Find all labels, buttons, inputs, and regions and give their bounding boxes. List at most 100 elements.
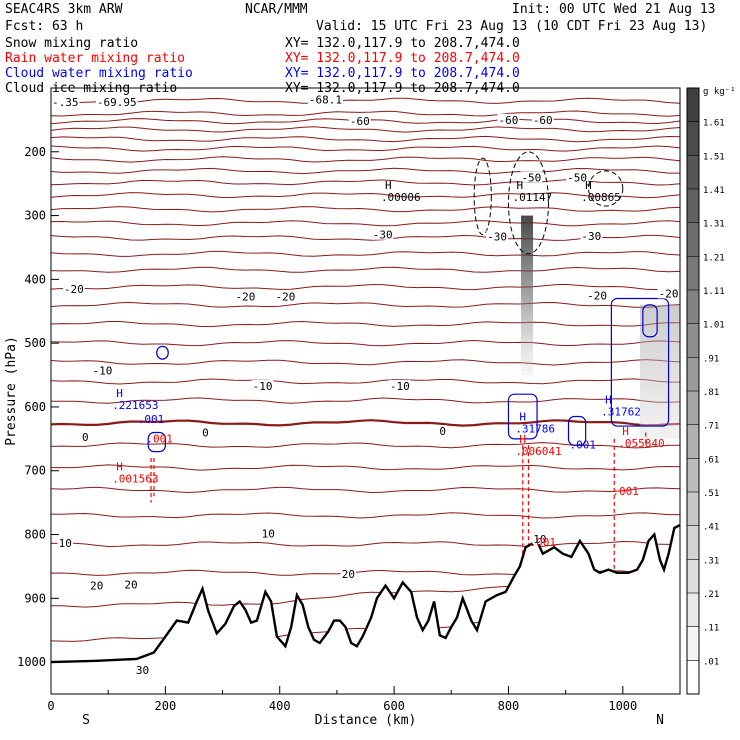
colorbar-label: 1.01 [703, 321, 725, 331]
temperature-label-bg [251, 379, 274, 391]
field-name-snow: Snow mixing ratio [5, 36, 139, 51]
temperature-label: 0 [202, 426, 209, 439]
isotherm-line [51, 167, 680, 175]
isotherm-line [51, 156, 680, 163]
temperature-label: 10 [262, 527, 275, 540]
isotherm-line [51, 283, 680, 291]
isotherm-line [51, 339, 680, 347]
temperature-label: -20 [659, 287, 679, 300]
temperature-label-bg [657, 287, 680, 299]
temperature-label-bg [531, 113, 554, 125]
max-marker: H [116, 460, 123, 473]
valid-time: Valid: 15 UTC Fri 23 Aug 13 (10 CDT Fri … [316, 19, 708, 34]
colorbar-label: .51 [703, 489, 719, 499]
colorbar-swatch [687, 492, 699, 526]
colorbar-label: 1.41 [703, 186, 725, 196]
temperature-label-bg [497, 113, 520, 125]
isotherm-line [51, 540, 680, 548]
y-tick-label: 900 [24, 591, 46, 605]
temperature-label-bg [307, 93, 343, 105]
temperature-label: -10 [93, 365, 113, 378]
temperature-label: -10 [390, 380, 410, 393]
isotherm-line [51, 301, 680, 308]
temperature-label: -20 [276, 291, 296, 304]
colorbar-label: .31 [703, 556, 719, 566]
max-marker: H [622, 425, 629, 438]
max-value: .221653 [112, 399, 158, 412]
x-tick-label: 1000 [608, 699, 637, 713]
isotherm-line [51, 419, 680, 427]
contour-value-label: .001 [612, 485, 639, 498]
temperature-label: -69.95 [97, 96, 137, 109]
colorbar-label: .61 [703, 455, 719, 465]
temperature-label: -68.1 [309, 93, 342, 106]
cloud-water-contour [507, 393, 538, 440]
colorbar-swatch [687, 626, 699, 661]
temperature-label: 30 [136, 664, 149, 677]
isotherm-line [51, 97, 680, 104]
temperature-label: 0 [439, 425, 446, 438]
terrain-mask [51, 525, 680, 694]
temperature-label: -.35 [52, 96, 79, 109]
x-tick-label: 400 [269, 699, 291, 713]
max-value: .006041 [515, 445, 561, 458]
temperature-label: -30 [581, 230, 601, 243]
temperature-label-bg [95, 96, 138, 108]
contour-value-label: .001 [146, 433, 173, 446]
isotherm-line [51, 250, 680, 257]
y-tick-label: 400 [24, 272, 46, 286]
colorbar-swatch [687, 593, 699, 627]
colorbar-swatch [687, 357, 699, 391]
field-name-rain: Rain water mixing ratio [5, 51, 186, 66]
field-name-cloudwater: Cloud water mixing ratio [5, 66, 193, 81]
field-xy-snow: XY= 132.0,117.9 to 208.7,474.0 [285, 36, 520, 51]
model-title: SEAC4RS 3km ARW [5, 2, 123, 17]
max-marker: H [585, 179, 592, 192]
y-tick-label: 300 [24, 209, 46, 223]
contour-value-label: .001 [138, 413, 165, 426]
colorbar-label: .21 [703, 590, 719, 600]
snow-shading [521, 215, 534, 376]
colorbar-label: 1.11 [703, 287, 725, 297]
y-tick-label: 800 [24, 528, 46, 542]
temperature-label: 0 [82, 431, 89, 444]
field-xy-cloudwater: XY= 132.0,117.9 to 208.7,474.0 [285, 66, 520, 81]
isotherm-line [51, 359, 680, 366]
temperature-label-bg [566, 171, 588, 183]
temperature-label-bg [62, 282, 85, 294]
temperature-label-bg [51, 96, 80, 108]
south-label: S [82, 713, 90, 728]
temperature-label-bg [134, 663, 151, 675]
colorbar-label: .11 [703, 624, 719, 634]
colorbar-label: 1.31 [703, 220, 725, 230]
temperature-label-bg [371, 228, 394, 240]
temperature-label-bg [532, 532, 548, 544]
temperature-label: -30 [373, 229, 393, 242]
temperature-label: -60 [533, 114, 553, 127]
y-tick-label: 500 [24, 336, 46, 350]
temperature-label-bg [81, 430, 90, 442]
org-label: NCAR/MMM [245, 2, 308, 17]
colorbar-label: 1.61 [703, 119, 725, 129]
colorbar-label: .81 [703, 388, 719, 398]
snow-shading-right [639, 304, 680, 439]
x-tick-label: 200 [155, 699, 177, 713]
temperature-label: -60 [350, 115, 370, 128]
y-tick-label: 600 [24, 400, 46, 414]
temperature-label: -20 [587, 289, 607, 302]
max-marker: H [605, 393, 612, 406]
temperature-label-bg [586, 289, 608, 301]
contour-value-label: .001 [570, 438, 597, 451]
max-value: .00865 [581, 191, 621, 204]
temperature-label-bg [89, 579, 105, 591]
x-tick-label: 800 [498, 699, 520, 713]
cloud-water-contour [610, 297, 670, 427]
temperature-label-bg [486, 230, 508, 242]
y-tick-label: 700 [24, 464, 46, 478]
isotherm-line [51, 206, 680, 213]
colorbar-swatch [687, 559, 699, 593]
temperature-label: 10 [533, 533, 546, 546]
temperature-label: -50 [521, 171, 541, 184]
colorbar-swatch [687, 222, 699, 257]
